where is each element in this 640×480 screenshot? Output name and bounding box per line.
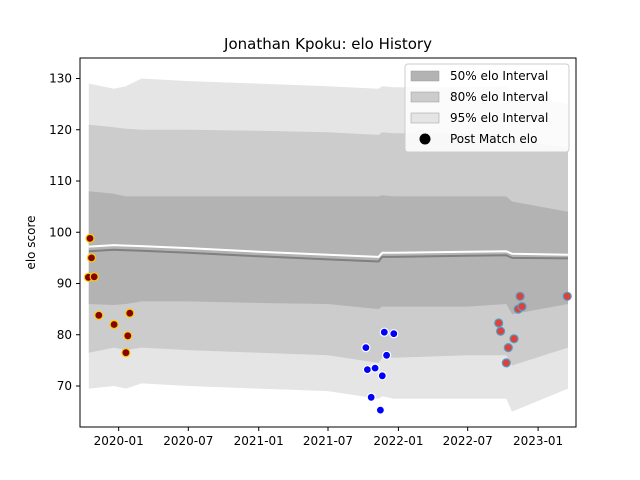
post-match-point [370, 363, 380, 373]
band-50 [88, 191, 569, 315]
post-match-point [515, 291, 525, 301]
post-match-point [85, 233, 95, 243]
post-match-point [125, 308, 135, 318]
post-match-point [377, 371, 387, 381]
post-match-point [94, 310, 104, 320]
post-match-point [501, 358, 511, 368]
x-tick-label: 2023-01 [513, 434, 563, 448]
post-match-point [89, 272, 99, 282]
legend-label: 95% elo Interval [450, 111, 548, 125]
elo-lines [88, 244, 569, 263]
post-match-point [382, 350, 392, 360]
post-match-point [123, 331, 133, 341]
post-match-point [494, 318, 504, 328]
x-tick-label: 2020-01 [94, 434, 144, 448]
mean-elo-line [88, 244, 569, 258]
post-match-point [517, 302, 527, 312]
y-tick-label: 130 [49, 72, 72, 86]
y-axis-ticks: 70 80 90 100 110 120 130 [49, 72, 80, 393]
legend-box [404, 63, 570, 153]
y-tick-label: 90 [57, 277, 72, 291]
post-match-point [86, 253, 97, 263]
x-tick-label: 2021-01 [234, 434, 284, 448]
post-match-point [366, 392, 376, 402]
post-match-point [109, 319, 119, 330]
y-tick-label: 100 [49, 225, 72, 239]
post-match-points [83, 233, 572, 415]
x-tick-label: 2022-01 [373, 434, 423, 448]
x-tick-label: 2021-07 [303, 434, 353, 448]
x-tick-label: 2020-07 [163, 434, 213, 448]
y-axis-label: elo score [24, 215, 38, 269]
chart-legend: 50% elo Interval 80% elo Interval 95% elo … [404, 63, 570, 153]
legend-swatch [410, 91, 440, 103]
median-elo-line [88, 248, 569, 263]
post-match-point [379, 327, 389, 337]
post-match-point [389, 329, 399, 339]
legend-swatch [410, 112, 440, 124]
interval-bands [88, 78, 569, 412]
legend-label: 50% elo Interval [450, 69, 548, 83]
post-match-point [496, 326, 506, 336]
post-match-point [509, 334, 519, 344]
post-match-point [121, 348, 131, 358]
legend-items: 50% elo Interval 80% elo Interval 95% elo … [410, 69, 548, 146]
post-match-point [362, 365, 372, 375]
y-tick-label: 110 [49, 174, 72, 188]
post-match-point [562, 291, 572, 301]
post-match-point [361, 343, 371, 353]
x-axis-ticks: 2020-01 2020-07 2021-01 2021-07 2022-01 2022-… [94, 427, 563, 448]
legend-label: Post Match elo [450, 132, 537, 146]
legend-marker [419, 133, 431, 145]
legend-swatch [410, 70, 440, 82]
plot-area [83, 78, 572, 415]
post-match-point [503, 343, 513, 353]
x-tick-label: 2022-07 [443, 434, 493, 448]
y-tick-label: 70 [57, 379, 72, 393]
post-match-point [375, 405, 385, 415]
chart-title: Jonathan Kpoku: elo History [223, 35, 432, 53]
y-tick-label: 80 [57, 328, 72, 342]
legend-label: 80% elo Interval [450, 90, 548, 104]
y-tick-label: 120 [49, 123, 72, 137]
